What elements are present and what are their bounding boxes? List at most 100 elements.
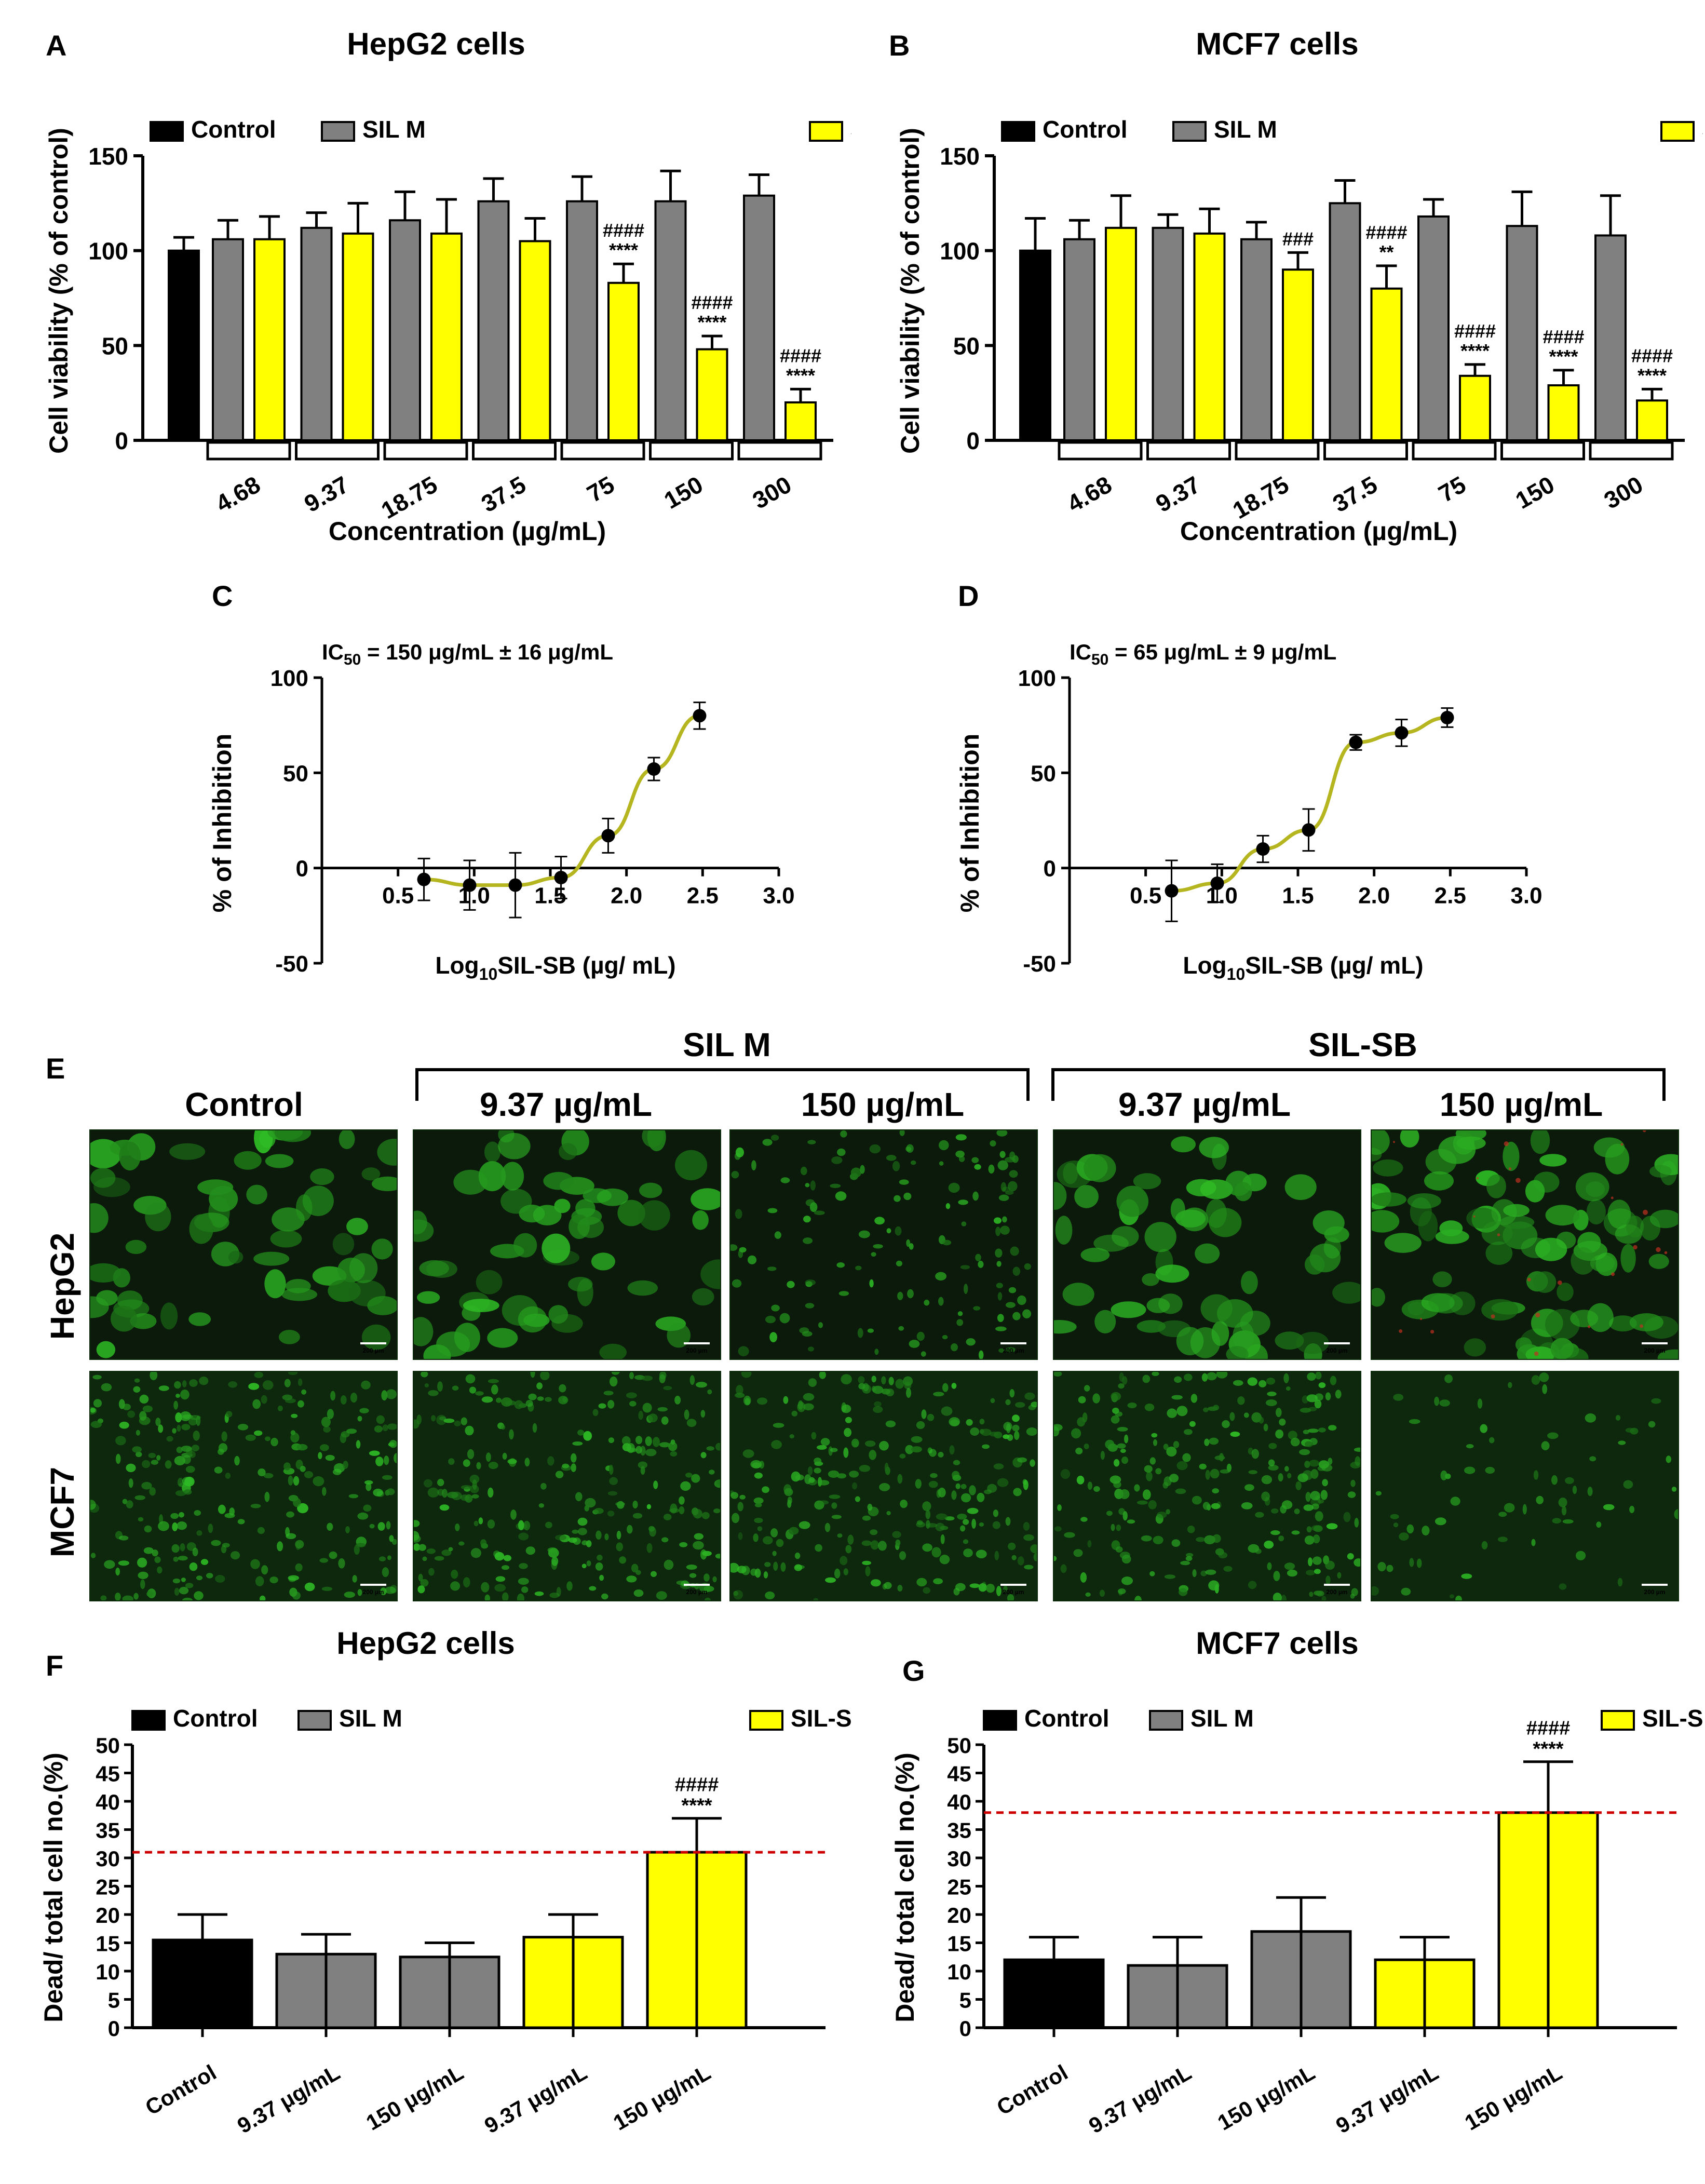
micrograph-mcf7-silsb-937: 200 µm: [1053, 1371, 1361, 1601]
y-tick-label: 30: [947, 1846, 971, 1871]
bar-silsb-300: [784, 401, 817, 442]
scale-bar-label: 200 µm: [1327, 1588, 1348, 1596]
significance-label-300: ****: [786, 365, 815, 386]
y-tick-label: 15: [947, 1932, 971, 1956]
x-tick-label: 2.5: [1435, 883, 1466, 909]
legend-swatch-3: [749, 1710, 783, 1731]
y-tick-label: 150: [940, 143, 980, 170]
y-tick-label: 10: [947, 1960, 971, 1984]
category-bracket-9.37: [295, 441, 380, 461]
legend-swatch-1: [131, 1710, 166, 1731]
y-tick-label: 10: [96, 1960, 120, 1984]
micrograph-hepg2-silm-150: 200 µm: [729, 1129, 1038, 1360]
micrograph-hepg2-silsb-937: 200 µm: [1053, 1129, 1361, 1360]
scale-bar-label: 200 µm: [1644, 1347, 1666, 1354]
significance-label-150: ****: [697, 312, 726, 333]
bar-control: [1019, 249, 1051, 441]
significance-label-75: ####: [603, 220, 644, 241]
bar-silm-75: [566, 200, 598, 441]
y-tick-label: 100: [88, 238, 128, 265]
legend-label-2: SIL M: [339, 1705, 402, 1732]
significance-label-18.75: ###: [1282, 228, 1314, 249]
data-point: [1165, 884, 1179, 898]
category-label-37.5: 37.5: [1328, 471, 1382, 518]
group-bracket-silsb: [1051, 1068, 1666, 1101]
category-bracket-4.68: [206, 441, 291, 461]
bar-silsb-75: [1459, 374, 1491, 442]
bar-silm-300: [743, 194, 775, 441]
category-label-9.37: 9.37: [300, 471, 354, 518]
bar-silsb-9.37: [342, 232, 374, 441]
category-label-18.75: 18.75: [376, 471, 442, 524]
legend-swatch-3: [1660, 121, 1695, 142]
micrograph-cells: 200 µm: [414, 1372, 720, 1600]
micrograph-cells: 200 µm: [730, 1372, 1037, 1600]
bar-silsb-37.5: [1370, 287, 1403, 441]
row-label-hepg2: HepG2: [44, 1232, 81, 1340]
y-tick-label: 0: [959, 2016, 971, 2041]
bar-silsb-18.75: [1282, 268, 1314, 441]
x-tick-label: 1.5: [1282, 883, 1314, 909]
category-label-4: 9.37 μg/mL: [1332, 2060, 1443, 2138]
category-label-9.37: 9.37: [1151, 471, 1205, 518]
y-tick-label: 5: [108, 1988, 120, 2013]
significance-label: ****: [681, 1795, 712, 1817]
panel-letter-f: F: [46, 1649, 64, 1682]
y-axis-title: Dead/ total cell no.(%): [39, 1752, 68, 2023]
micrograph-mcf7-silsb-150: 200 µm: [1371, 1371, 1679, 1601]
legend-label-3: SIL-SB: [791, 1705, 851, 1732]
scale-bar-label: 200 µm: [363, 1588, 384, 1596]
scale-bar: [1324, 1584, 1350, 1586]
data-point: [463, 878, 477, 892]
y-tick-label: 100: [940, 238, 980, 265]
legend-swatch-2: [321, 121, 355, 142]
scale-bar: [1642, 1342, 1668, 1344]
bar-silsb-18.75: [430, 232, 463, 441]
category-label-37.5: 37.5: [477, 471, 531, 518]
y-tick-label: -50: [1023, 951, 1056, 977]
category-label-18.75: 18.75: [1228, 471, 1293, 524]
y-tick-label: 0: [108, 2016, 120, 2041]
y-tick-label: 50: [953, 332, 980, 359]
category-label-300: 300: [748, 471, 796, 514]
legend-swatch-3: [809, 121, 843, 142]
x-tick-label: 3.0: [1510, 883, 1542, 909]
y-tick-label: 50: [96, 1733, 120, 1758]
panel-letter-e: E: [46, 1052, 65, 1085]
x-tick-label: 0.5: [382, 883, 414, 909]
bar-silm-18.75: [389, 219, 421, 441]
chart-g-title: MCF7 cells: [1196, 1626, 1359, 1661]
significance-label-75: ****: [609, 239, 638, 261]
category-label-2: 9.37 μg/mL: [1085, 2060, 1196, 2138]
y-tick-label: 35: [947, 1818, 971, 1843]
y-tick-label: 50: [1031, 761, 1056, 786]
legend-swatch-1: [150, 121, 184, 142]
bar-silsb-37.5: [519, 240, 551, 441]
category-bracket-4.68: [1058, 441, 1143, 461]
y-tick-label: 0: [966, 427, 980, 454]
significance-label-37.5: **: [1379, 241, 1393, 263]
micrograph-cells: 200 µm: [1054, 1372, 1360, 1600]
category-label-75: 75: [583, 471, 619, 508]
y-axis-title: Cell viability (% of control): [896, 128, 925, 454]
y-tick-label: 100: [270, 666, 308, 691]
y-tick-label: 40: [96, 1790, 120, 1814]
category-label-150: 150: [659, 471, 707, 514]
category-label-300: 300: [1600, 471, 1647, 514]
bar-silm-37.5: [477, 200, 510, 441]
legend-label-1: Control: [1043, 116, 1128, 143]
category-bracket-37.5: [1323, 441, 1408, 461]
y-axis-title: % of Inhibition: [208, 734, 237, 912]
y-tick-label: 50: [283, 761, 308, 786]
chart-a-title: HepG2 cells: [347, 26, 525, 61]
bar-silm-75: [1417, 215, 1450, 441]
chart-f-title: HepG2 cells: [336, 1626, 515, 1661]
x-tick-label: 2.0: [611, 883, 642, 909]
legend-swatch-3: [1601, 1710, 1635, 1731]
bar-silm-150: [1506, 225, 1538, 441]
micrograph-mcf7-control: 200 µm: [89, 1371, 398, 1601]
micrograph-cells: 200 µm: [730, 1130, 1032, 1359]
category-label-5: 150 μg/mL: [1460, 2060, 1566, 2135]
legend-swatch-2: [1149, 1710, 1183, 1731]
data-point: [1440, 711, 1454, 724]
